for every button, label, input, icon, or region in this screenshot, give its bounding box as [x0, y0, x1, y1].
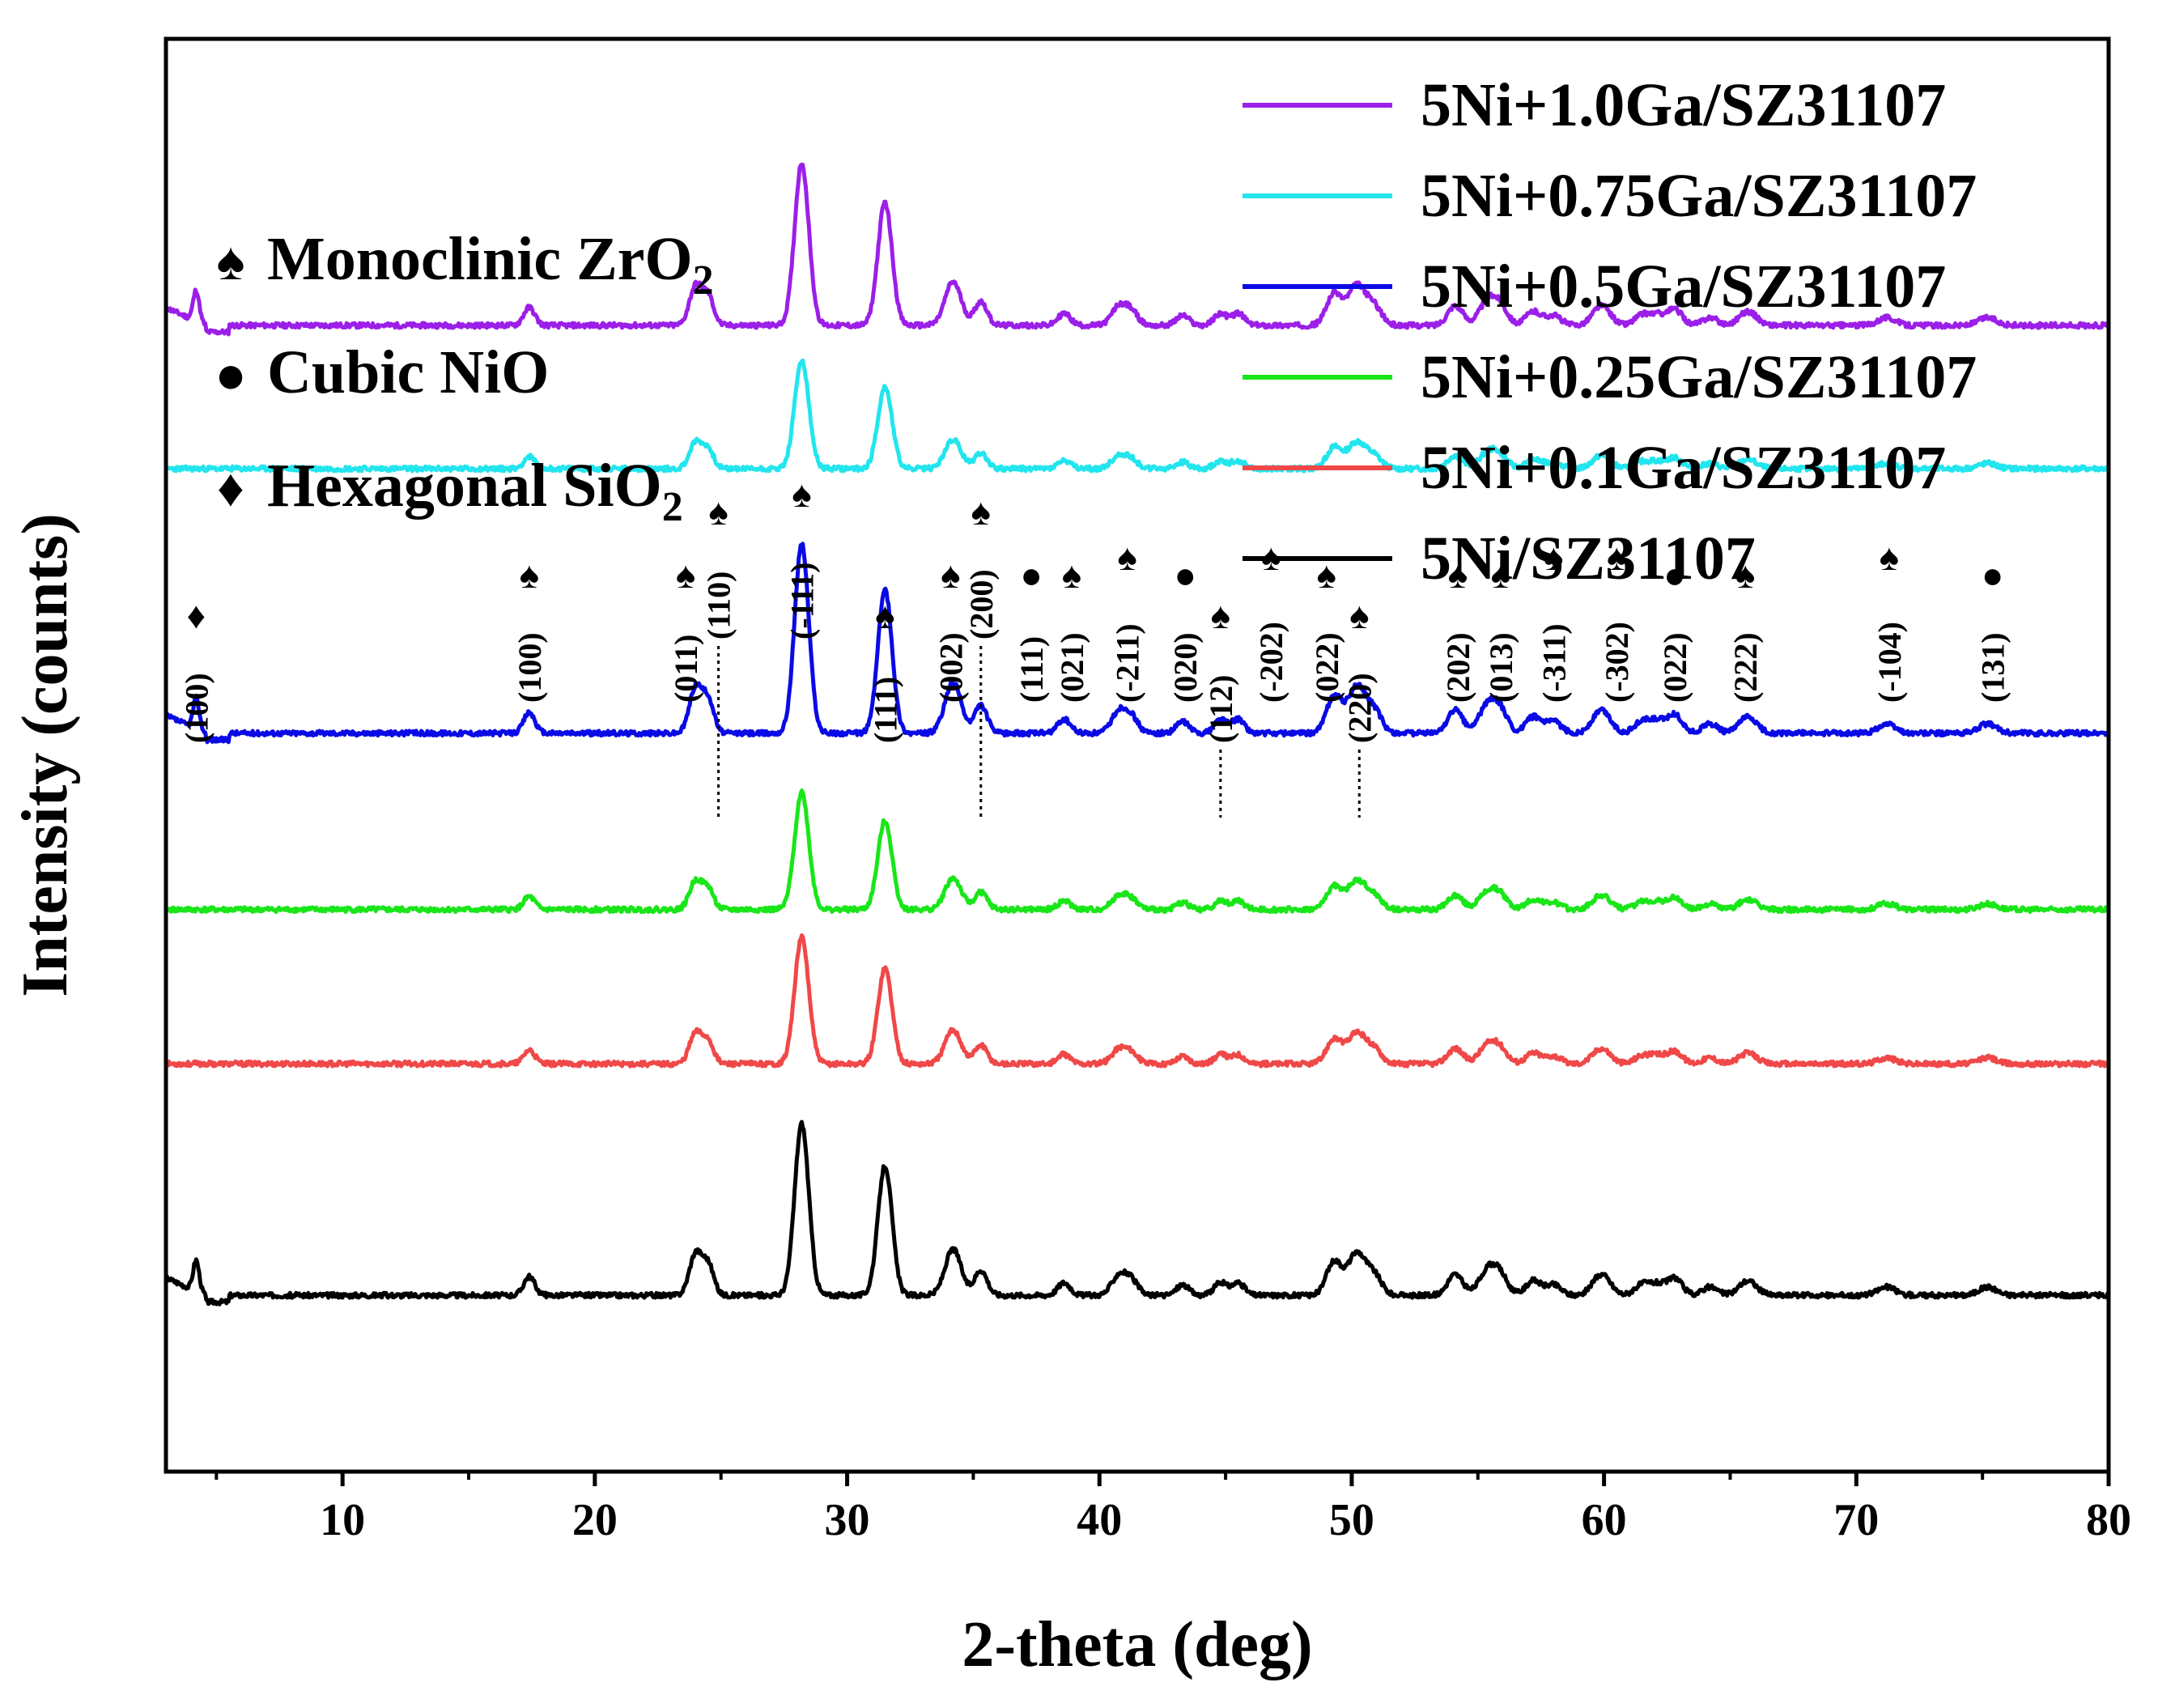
series-legend: 5Ni+1.0Ga/SZ31107 5Ni+0.75Ga/SZ31107 5Ni+0…	[1243, 71, 1977, 593]
peak-phase-symbol: ♠	[1880, 537, 1899, 578]
peak-phase-symbol: ♠	[1117, 537, 1136, 578]
x-tick-label: 50	[1329, 1495, 1374, 1545]
x-tick-label: 40	[1077, 1495, 1122, 1545]
peak-phase-symbol: ♦	[187, 595, 206, 636]
series-layer	[164, 162, 2111, 1306]
peak-phase-symbol: ♠	[1062, 554, 1081, 596]
peak-phase-symbol: ♠	[1211, 595, 1230, 636]
peak-hkl-label: (022)	[1309, 632, 1345, 703]
peak-hkl-label: (-302)	[1599, 622, 1635, 703]
series-line-1	[164, 162, 2111, 337]
peak-hkl-label: (111)	[867, 677, 903, 743]
peak-hkl-label: (022)	[1657, 632, 1693, 703]
phase-label-subscript: 2	[693, 257, 714, 304]
series-line-4	[164, 788, 2110, 915]
phase-label-subscript: 2	[662, 484, 683, 530]
peak-phase-symbol: ♠	[875, 595, 894, 636]
phase-symbol: ♠	[216, 232, 244, 291]
x-tick-label: 80	[2086, 1495, 2131, 1545]
peak-phase-symbol: ♠	[792, 474, 811, 515]
series-line-2	[164, 358, 2110, 474]
legend-label: 5Ni+0.5Ga/SZ31107	[1421, 253, 1946, 321]
legend-label: 5Ni+0.25Ga/SZ31107	[1421, 343, 1977, 411]
peak-phase-symbol: ♠	[1317, 554, 1336, 596]
y-axis-label: Intensity (counts)	[10, 513, 81, 997]
peak-hkl-label: (202)	[1440, 632, 1476, 703]
peak-hkl-label: (-311)	[1536, 623, 1572, 703]
peak-phase-symbol: ♠	[1544, 537, 1563, 578]
legend-label: 5Ni/SZ31107	[1421, 525, 1756, 593]
peak-hkl-label: (-111)	[784, 562, 821, 639]
peak-phase-symbol: ♠	[1448, 554, 1468, 596]
peak-hkl-label: (-211)	[1110, 623, 1146, 703]
x-tick-label: 60	[1582, 1495, 1627, 1545]
x-tick-label: 30	[825, 1495, 870, 1545]
peak-phase-symbol: ♠	[1607, 537, 1626, 578]
plot-frame	[164, 36, 2111, 1474]
peak-hkl-label: (021)	[1054, 632, 1090, 703]
x-axis-label: 2-theta (deg)	[962, 1609, 1312, 1680]
phase-legend: ♠ Monoclinic ZrO2 ● Cubic NiO ♦ Hexagonal SiO…	[215, 225, 714, 530]
x-tick-label: 20	[572, 1495, 618, 1545]
peak-phase-symbol: ♠	[1735, 554, 1755, 596]
peak-phase-symbol: ♠	[971, 491, 991, 533]
phase-label: Hexagonal SiO2	[267, 452, 683, 530]
peak-annotations: (100)♦(100)♠(011)♠ (110)♠(-111)♠(111)♠(00…	[178, 474, 2011, 743]
peak-phase-symbol: ♠	[676, 554, 695, 596]
series-line-5	[164, 933, 2111, 1069]
peak-hkl-label: (-202)	[1253, 622, 1289, 703]
phase-symbol: ●	[215, 346, 247, 405]
peak-hkl-label: (100)	[512, 632, 548, 703]
x-tick-label: 70	[1833, 1495, 1879, 1545]
peak-hkl-label: (200)	[963, 569, 1000, 639]
legend-label: 5Ni+0.75Ga/SZ31107	[1421, 162, 1977, 230]
peak-hkl-label: (131)	[1975, 632, 2011, 703]
series-line-6	[164, 1120, 2110, 1306]
x-tick-label: 10	[320, 1495, 365, 1545]
legend-label: 5Ni+1.0Ga/SZ31107	[1421, 71, 1946, 139]
peak-phase-symbol: ●	[1982, 554, 2004, 596]
peak-hkl-label: (002)	[932, 632, 969, 703]
peak-phase-symbol: ♠	[520, 554, 539, 596]
peak-phase-symbol: ●	[1663, 554, 1686, 596]
peak-hkl-label: (013)	[1483, 632, 1519, 703]
peak-hkl-label: (100)	[178, 673, 215, 743]
phase-label: Cubic NiO	[267, 338, 549, 406]
peak-hkl-label: (011)	[668, 635, 704, 703]
series-line-3	[164, 542, 2110, 745]
peak-phase-symbol: ♠	[708, 491, 728, 533]
legend-label: 5Ni+0.1Ga/SZ31107	[1421, 434, 1946, 502]
peak-hkl-label: (220)	[1341, 673, 1378, 743]
peak-phase-symbol: ♠	[1349, 595, 1369, 636]
peak-hkl-label: (222)	[1727, 632, 1764, 703]
phase-symbol: ♦	[217, 459, 244, 518]
peak-phase-symbol: ♠	[1491, 554, 1510, 596]
peak-hkl-label: (111)	[1013, 636, 1050, 703]
phase-label: Monoclinic ZrO2	[267, 225, 714, 304]
peak-hkl-label: (-104)	[1871, 622, 1908, 703]
peak-phase-symbol: ♠	[941, 554, 960, 596]
peak-phase-symbol: ●	[1174, 554, 1196, 596]
x-axis: 10 20 30 40 50 60 70 80	[215, 1472, 2131, 1545]
peak-hkl-label: (112)	[1203, 675, 1239, 743]
peak-hkl-label: (020)	[1167, 632, 1204, 703]
peak-hkl-label: (110)	[701, 571, 737, 639]
peak-phase-symbol: ●	[1020, 554, 1043, 596]
